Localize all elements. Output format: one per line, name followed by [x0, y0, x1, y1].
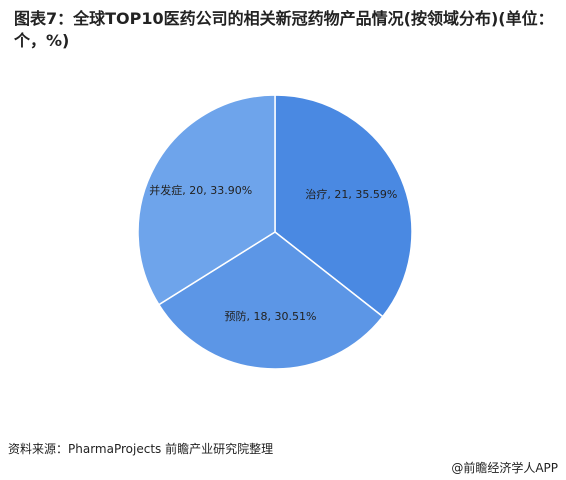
credit: @前瞻经济学人APP: [451, 461, 558, 475]
data-label: 治疗, 21, 35.59%: [305, 187, 397, 201]
chart-title: 图表7：全球TOP10医药公司的相关新冠药物产品情况(按领域分布)(单位：个，%…: [14, 9, 554, 50]
pie-slice: [157, 231, 384, 370]
data-label: 预防, 18, 30.51%: [225, 309, 317, 323]
pie-slice: [137, 94, 276, 306]
data-label: 并发症, 20, 33.90%: [149, 183, 252, 197]
source-note: 资料来源：PharmaProjects 前瞻产业研究院整理: [8, 442, 274, 456]
pie-slice: [274, 94, 413, 318]
